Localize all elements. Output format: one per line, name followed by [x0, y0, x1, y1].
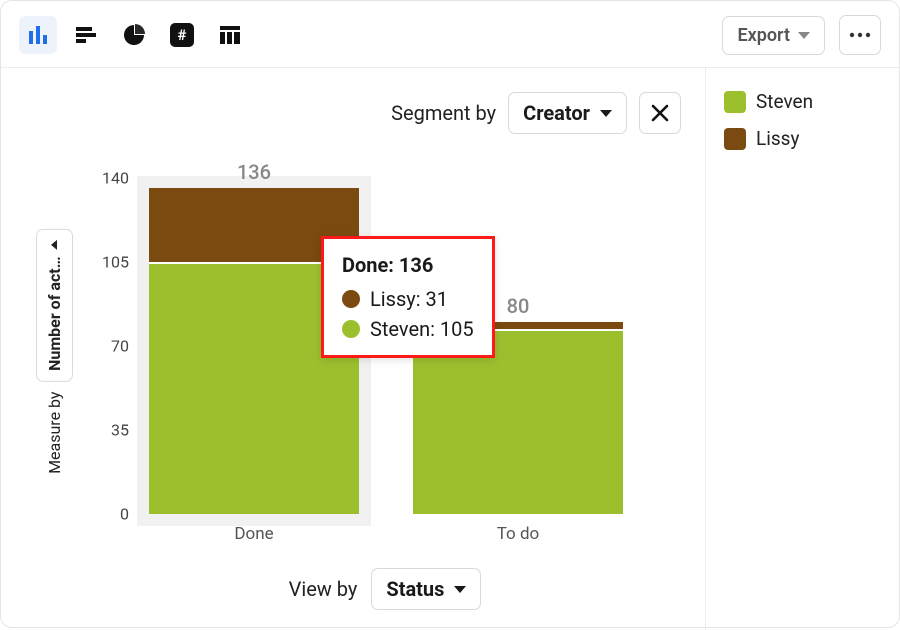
bar-total-label: 136 [237, 160, 271, 184]
view-by-value: Status [386, 577, 444, 601]
x-axis: Done To do [145, 524, 681, 548]
column-chart-button[interactable] [19, 16, 57, 54]
chevron-icon [51, 240, 57, 250]
color-dot [342, 290, 360, 308]
tooltip: Done: 136 Lissy: 31 Steven: 105 [321, 236, 495, 358]
y-tick: 0 [120, 505, 129, 524]
y-tick: 35 [111, 421, 129, 440]
toolbar: # Export [1, 1, 899, 68]
y-tick: 140 [102, 169, 129, 188]
segment-row: Segment by Creator [83, 92, 687, 134]
tooltip-title: Done: 136 [342, 253, 474, 277]
view-by-label: View by [289, 577, 358, 601]
y-tick: 70 [111, 337, 129, 356]
chart-area: Segment by Creator 0 35 70 105 140 136 80 Don… [83, 92, 687, 610]
legend-label: Lissy [756, 127, 799, 150]
column-chart-icon [26, 23, 50, 47]
clear-segment-button[interactable] [639, 92, 681, 134]
table-chart-button[interactable] [211, 16, 249, 54]
card-body: Measure by Number of act… Segment by Cre… [1, 68, 899, 630]
color-dot [342, 320, 360, 338]
svg-text:#: # [178, 26, 187, 44]
legend-label: Steven [756, 90, 813, 113]
plot: 03570105140 13680 Done: 136 Lissy: 31Ste… [83, 154, 687, 514]
legend-swatch [724, 91, 746, 113]
pie-chart-icon [122, 23, 146, 47]
number-chart-button[interactable]: # [163, 16, 201, 54]
tooltip-row: Lissy: 31 [342, 287, 474, 311]
tooltip-row: Steven: 105 [342, 317, 474, 341]
measure-control-column: Measure by Number of act… [25, 92, 83, 610]
y-axis: 03570105140 [83, 178, 137, 514]
y-tick: 105 [102, 253, 129, 272]
viewby-row: View by Status [83, 568, 687, 610]
export-button[interactable]: Export [722, 16, 825, 55]
segment-by-label: Segment by [391, 101, 496, 125]
more-button[interactable] [839, 15, 881, 55]
legend-panel: Steven Lissy [705, 68, 899, 630]
main-area: Measure by Number of act… Segment by Cre… [1, 68, 705, 630]
measure-by-label: Measure by [45, 391, 64, 473]
pie-chart-button[interactable] [115, 16, 153, 54]
table-chart-icon [218, 23, 242, 47]
bar-chart-icon [74, 23, 98, 47]
chevron-down-icon [798, 32, 810, 39]
segment-by-value: Creator [523, 101, 590, 125]
x-label: To do [413, 524, 623, 544]
chart-type-group: # [19, 16, 249, 54]
measure-by-value: Number of act… [45, 256, 64, 370]
tooltip-row-label: Lissy: 31 [370, 287, 448, 311]
chevron-down-icon [454, 586, 466, 593]
legend-item[interactable]: Lissy [724, 127, 881, 150]
bar-segment [413, 331, 623, 514]
chevron-down-icon [600, 110, 612, 117]
chart-card: # Export Measure by Number of act… [0, 0, 900, 628]
close-icon [651, 104, 669, 122]
more-icon [849, 32, 871, 38]
number-chart-icon: # [169, 22, 195, 48]
tooltip-row-label: Steven: 105 [370, 317, 474, 341]
legend-swatch [724, 128, 746, 150]
measure-by-button[interactable]: Number of act… [36, 229, 73, 381]
legend-item[interactable]: Steven [724, 90, 881, 113]
export-label: Export [737, 25, 790, 46]
bar-chart-button[interactable] [67, 16, 105, 54]
view-by-button[interactable]: Status [371, 568, 481, 610]
segment-by-button[interactable]: Creator [508, 92, 627, 134]
x-label: Done [149, 524, 359, 544]
bar-total-label: 80 [507, 294, 530, 318]
